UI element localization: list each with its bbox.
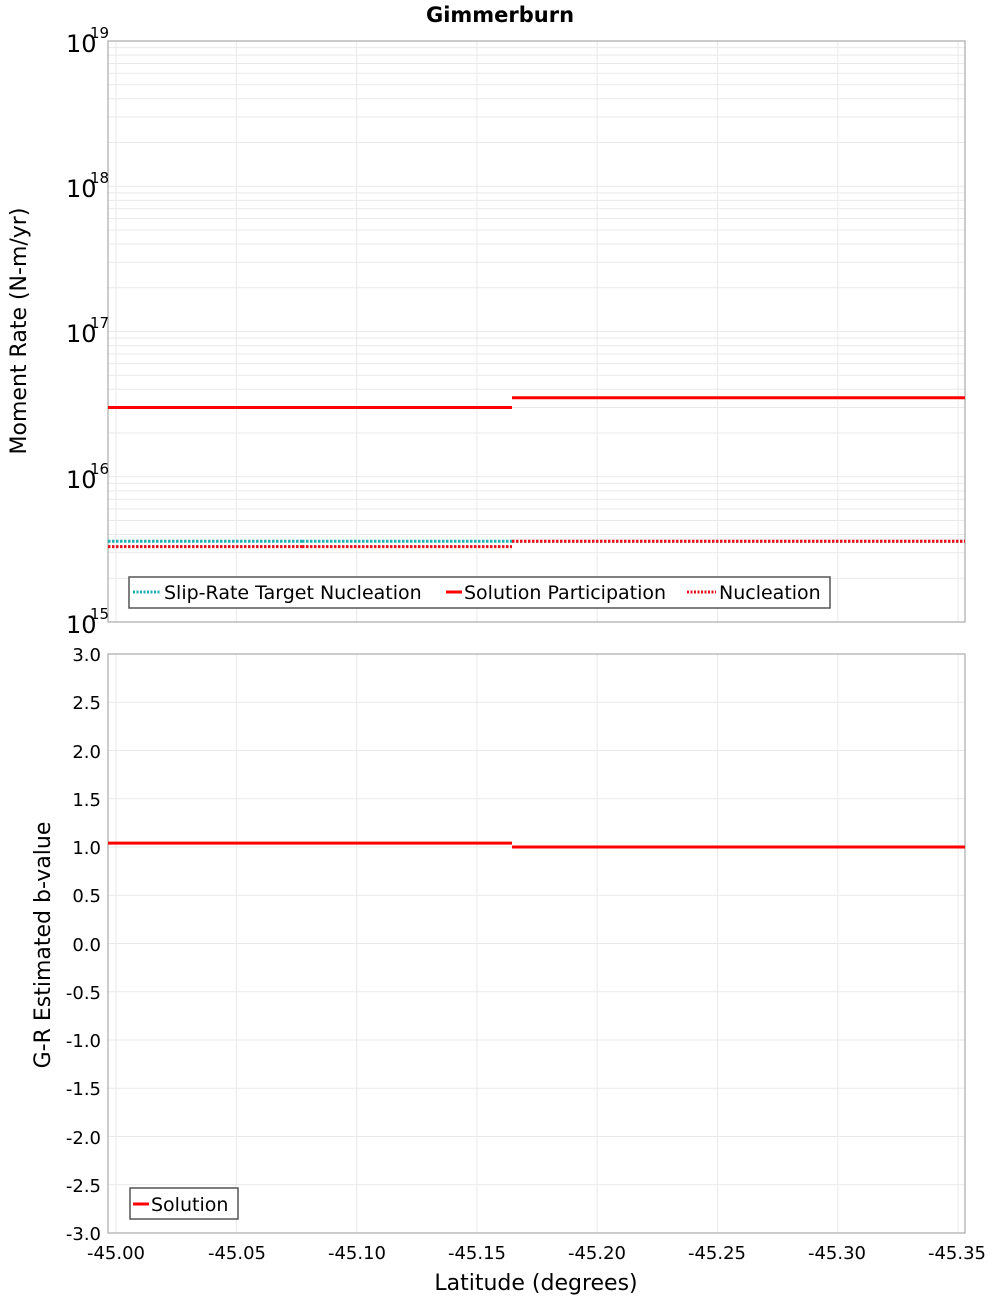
ytick-label: 0.5: [72, 886, 101, 907]
top-y-axis-label: Moment Rate (N-m/yr): [7, 208, 32, 455]
top-plot-series: [108, 396, 965, 549]
ytick-base: 10: [66, 466, 97, 494]
legend-label: Slip-Rate Target Nucleation: [164, 582, 422, 604]
top-legend: Slip-Rate Target Nucleation Solution Par…: [128, 576, 831, 609]
xtick-label: -45.15: [448, 1243, 506, 1264]
ytick-1e18: 10 18: [66, 169, 109, 203]
ytick-exponent: 17: [90, 314, 109, 332]
ytick-1e19: 10 19: [66, 24, 109, 58]
ytick-base: 10: [66, 175, 97, 203]
top-plot-grid: [108, 41, 965, 623]
legend-item-solution-participation: Solution Participation: [446, 582, 666, 604]
xtick-label: -45.35: [928, 1243, 986, 1264]
ytick-1e15: 10 15: [66, 605, 109, 639]
ytick-label: 3.0: [72, 645, 101, 666]
x-ticks: -45.00 -45.05 -45.10 -45.15 -45.20 -45.2…: [87, 1243, 986, 1264]
bottom-plot-series: [108, 841, 965, 849]
top-plot-frame: [107, 40, 966, 623]
ytick-label: 1.5: [72, 790, 101, 811]
ytick-label: -3.0: [66, 1224, 101, 1245]
ytick-label: 0.0: [72, 935, 101, 956]
bottom-plot: 3.0 2.5 2.0 1.5 1.0 0.5 0.0 -0.5 -1.0 -1…: [31, 645, 986, 1296]
bottom-y-ticks: 3.0 2.5 2.0 1.5 1.0 0.5 0.0 -0.5 -1.0 -1…: [66, 645, 101, 1245]
legend-label: Solution: [151, 1194, 228, 1216]
bottom-plot-frame: [107, 653, 966, 1234]
xtick-label: -45.10: [328, 1243, 386, 1264]
bottom-legend: Solution: [129, 1187, 239, 1220]
top-y-ticks: 10 19 10 18 10 17 10 16 10 15: [66, 24, 109, 639]
ytick-label: -0.5: [66, 983, 101, 1004]
ytick-exponent: 19: [90, 24, 109, 42]
ytick-1e17: 10 17: [66, 314, 109, 348]
ytick-exponent: 16: [90, 460, 109, 478]
ytick-exponent: 15: [90, 605, 109, 623]
ytick-label: -2.5: [66, 1176, 101, 1197]
ytick-base: 10: [66, 611, 97, 639]
legend-item-solution: Solution: [133, 1194, 228, 1216]
ytick-base: 10: [66, 320, 97, 348]
ytick-label: 2.0: [72, 742, 101, 763]
ytick-label: 1.0: [72, 838, 101, 859]
xtick-label: -45.00: [87, 1243, 145, 1264]
xtick-label: -45.30: [808, 1243, 866, 1264]
ytick-label: 2.5: [72, 693, 101, 714]
ytick-label: -1.0: [66, 1031, 101, 1052]
xtick-label: -45.05: [208, 1243, 266, 1264]
x-axis-label: Latitude (degrees): [434, 1271, 637, 1296]
ytick-exponent: 18: [90, 169, 109, 187]
xtick-label: -45.25: [688, 1243, 746, 1264]
xtick-label: -45.20: [568, 1243, 626, 1264]
legend-label: Solution Participation: [464, 582, 666, 604]
ytick-label: -1.5: [66, 1079, 101, 1100]
ytick-base: 10: [66, 30, 97, 58]
ytick-label: -2.0: [66, 1128, 101, 1149]
ytick-1e16: 10 16: [66, 460, 109, 494]
legend-item-slip-rate-target: Slip-Rate Target Nucleation: [133, 582, 422, 604]
legend-item-nucleation: Nucleation: [687, 582, 821, 604]
chart-title: Gimmerburn: [426, 3, 574, 27]
bottom-y-axis-label: G-R Estimated b-value: [31, 822, 56, 1069]
top-plot: 10 19 10 18 10 17 10 16 10 15 Moment Rat…: [7, 24, 966, 639]
legend-label: Nucleation: [719, 582, 821, 604]
